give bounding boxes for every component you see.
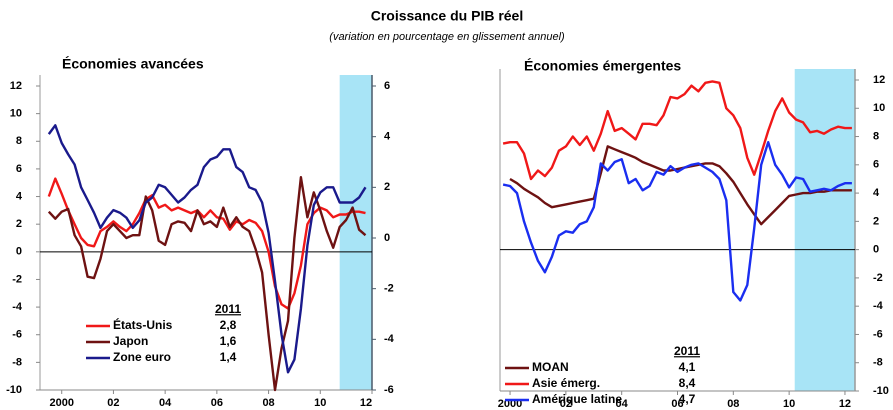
y-tick-label: -4 (12, 301, 23, 313)
x-tick-label: 02 (107, 397, 119, 409)
legend-title: 2011 (215, 302, 241, 316)
x-tick-label: 06 (671, 398, 683, 410)
panel-title: Économies avancées (62, 56, 204, 72)
y-tick-label: 4 (16, 190, 23, 202)
panel-title: Économies émergentes (524, 58, 681, 74)
y-tick-label: -6 (12, 329, 22, 341)
x-tick-label: 12 (839, 398, 851, 410)
legend-label: Zone euro (113, 350, 171, 364)
y-tick-label: 6 (16, 163, 22, 175)
legend-value: 4,1 (679, 360, 696, 374)
y-tick-label: 10 (873, 102, 885, 114)
y-tick-label: -2 (12, 273, 22, 285)
y-tick-label: 0 (16, 246, 22, 258)
legend-label: Asie émerg. (532, 376, 600, 390)
y-tick-label: 12 (873, 74, 885, 86)
y-tick-label: 4 (873, 187, 880, 199)
y-tick-label: -8 (873, 357, 883, 369)
figure-subtitle: (variation en pourcentage en glissement … (329, 31, 565, 43)
legend-label: Japon (113, 334, 148, 348)
y2-tick-label: 0 (384, 232, 390, 244)
y-tick-label: 8 (16, 135, 22, 147)
legend-title: 2011 (674, 344, 700, 358)
y-tick-label: -10 (873, 385, 889, 397)
x-tick-label: 08 (727, 398, 739, 410)
legend-value: 1,4 (220, 350, 237, 364)
y2-tick-label: -6 (384, 384, 394, 396)
y-tick-label: 6 (873, 159, 879, 171)
x-tick-label: 12 (360, 397, 372, 409)
y-tick-label: -2 (873, 272, 883, 284)
y2-tick-label: -4 (384, 333, 395, 345)
y-tick-label: -10 (6, 384, 22, 396)
legend-value: 4,7 (679, 392, 696, 406)
y-tick-label: -6 (873, 328, 883, 340)
x-tick-label: 04 (616, 398, 629, 410)
y-tick-label: 2 (873, 215, 879, 227)
y-tick-label: 12 (10, 80, 22, 92)
y-tick-label: 2 (16, 218, 22, 230)
series-line (47, 176, 367, 392)
series-line (502, 80, 852, 181)
y-tick-label: 8 (873, 130, 879, 142)
x-tick-label: 2000 (49, 397, 73, 409)
x-tick-label: 10 (314, 397, 326, 409)
x-tick-label: 02 (560, 398, 572, 410)
forecast-shade (339, 75, 372, 390)
x-tick-label: 08 (262, 397, 274, 409)
y2-tick-label: -2 (384, 283, 394, 295)
y-tick-label: -8 (12, 356, 22, 368)
legend-value: 2,8 (220, 318, 237, 332)
y2-tick-label: 2 (384, 181, 390, 193)
legend-label: MOAN (532, 360, 569, 374)
legend-value: 8,4 (679, 376, 696, 390)
series-line (502, 141, 852, 302)
y-tick-label: 10 (10, 108, 22, 120)
y2-tick-label: 6 (384, 80, 390, 92)
x-tick-label: 04 (159, 397, 172, 409)
legend-value: 1,6 (220, 334, 237, 348)
legend-label: Amérique latine (532, 392, 622, 406)
y-tick-label: 0 (873, 244, 879, 256)
y2-tick-label: 4 (384, 131, 391, 143)
series-line (47, 124, 367, 374)
x-tick-label: 10 (783, 398, 795, 410)
legend-label: États-Unis (113, 317, 173, 332)
forecast-shade (794, 69, 855, 391)
figure-title: Croissance du PIB réel (371, 8, 524, 24)
y-tick-label: -4 (873, 300, 884, 312)
x-tick-label: 06 (211, 397, 223, 409)
